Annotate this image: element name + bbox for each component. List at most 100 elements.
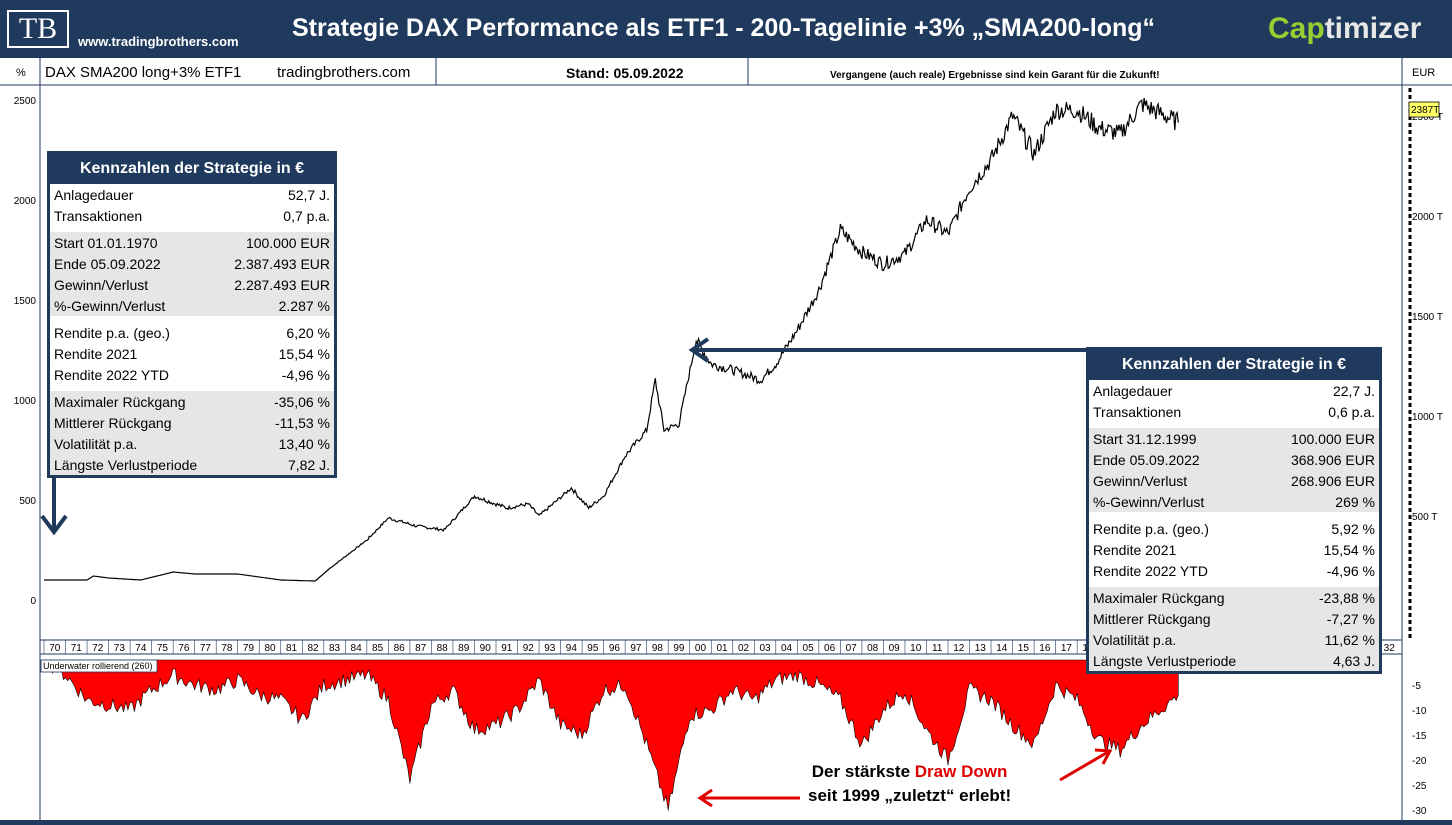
right-tick-label: 1000 T bbox=[1412, 412, 1443, 423]
right-tick-label: 1500 T bbox=[1412, 312, 1443, 323]
x-tick-label: 91 bbox=[501, 643, 513, 654]
x-tick-label: 17 bbox=[1061, 643, 1073, 654]
x-tick-label: 79 bbox=[243, 643, 255, 654]
x-tick-label: 76 bbox=[178, 643, 190, 654]
stat-key: Maximaler Rückgang bbox=[50, 391, 219, 412]
stat-row: Ende 05.09.2022 368.906 EUR bbox=[1089, 449, 1379, 470]
red-arrow-up-head bbox=[1094, 748, 1113, 765]
source-label: tradingbrothers.com bbox=[277, 64, 410, 81]
stat-key: %-Gewinn/Verlust bbox=[1089, 491, 1270, 512]
stat-value: -7,27 % bbox=[1269, 608, 1379, 629]
instrument-label: DAX SMA200 long+3% ETF1 bbox=[45, 64, 241, 81]
left-tick-label: 500 bbox=[19, 496, 36, 507]
stat-row: Start 01.01.1970 100.000 EUR bbox=[50, 232, 334, 253]
dd-tick-label: -10 bbox=[1412, 706, 1427, 717]
last-value-text: 2387T bbox=[1411, 105, 1439, 116]
x-tick-label: 98 bbox=[652, 643, 664, 654]
stat-value: 15,54 % bbox=[278, 345, 330, 362]
drawdown-area bbox=[43, 659, 1179, 811]
x-tick-label: 16 bbox=[1039, 643, 1051, 654]
stat-key: Längste Verlustperiode bbox=[50, 454, 219, 475]
stat-value: 22,7 J. bbox=[1332, 382, 1375, 399]
x-tick-label: 14 bbox=[996, 643, 1008, 654]
stat-key: Rendite 2022 YTD bbox=[1093, 562, 1208, 579]
panel2-table: Anlagedauer 22,7 J. Transaktionen 0,6 p.a. S… bbox=[1089, 380, 1379, 671]
stat-row: Anlagedauer 52,7 J. bbox=[50, 184, 334, 205]
x-tick-label: 83 bbox=[329, 643, 341, 654]
x-tick-label: 02 bbox=[738, 643, 750, 654]
x-tick-label: 10 bbox=[910, 643, 922, 654]
panel-separator bbox=[1089, 422, 1379, 428]
stat-row: Ende 05.09.2022 2.387.493 EUR bbox=[50, 253, 334, 274]
stat-key: Mittlerer Rückgang bbox=[50, 412, 219, 433]
x-tick-label: 89 bbox=[458, 643, 470, 654]
stat-row: Längste Verlustperiode 4,63 J. bbox=[1089, 650, 1379, 671]
stat-row: Rendite p.a. (geo.) 5,92 % bbox=[1089, 518, 1379, 539]
red-arrow-up bbox=[1059, 750, 1109, 782]
left-tick-label: 2500 bbox=[14, 96, 37, 107]
x-tick-label: 11 bbox=[932, 643, 943, 654]
stat-key: Mittlerer Rückgang bbox=[1089, 608, 1270, 629]
stat-row: Transaktionen 0,7 p.a. bbox=[50, 205, 334, 226]
stat-key: Ende 05.09.2022 bbox=[1089, 449, 1270, 470]
stat-row: Rendite 2021 15,54 % bbox=[1089, 539, 1379, 560]
stat-value: 2.287.493 EUR bbox=[218, 274, 334, 295]
panel-separator bbox=[50, 385, 334, 391]
panel1-title: Kennzahlen der Strategie in € bbox=[79, 160, 305, 177]
stat-value: 269 % bbox=[1269, 491, 1379, 512]
stat-value: 13,40 % bbox=[218, 433, 334, 454]
arrow-left-head bbox=[688, 337, 710, 363]
stat-row: Rendite 2022 YTD -4,96 % bbox=[50, 364, 334, 385]
stat-row: Volatilität p.a. 13,40 % bbox=[50, 433, 334, 454]
stat-row: %-Gewinn/Verlust 2.287 % bbox=[50, 295, 334, 316]
x-tick-label: 95 bbox=[587, 643, 599, 654]
stat-value: 15,54 % bbox=[1323, 541, 1375, 558]
callout-line1: Der stärkste Draw Down bbox=[808, 762, 1011, 782]
stat-key: Rendite p.a. (geo.) bbox=[54, 324, 170, 341]
stat-row: Mittlerer Rückgang -11,53 % bbox=[50, 412, 334, 433]
x-tick-label: 97 bbox=[630, 643, 642, 654]
stat-value: -35,06 % bbox=[218, 391, 334, 412]
stat-row: Maximaler Rückgang -35,06 % bbox=[50, 391, 334, 412]
dd-tick-label: -5 bbox=[1412, 681, 1421, 692]
x-tick-label: 09 bbox=[889, 643, 901, 654]
stat-value: 2.387.493 EUR bbox=[218, 253, 334, 274]
right-tick-label: 500 T bbox=[1412, 512, 1437, 523]
x-tick-label: 86 bbox=[394, 643, 406, 654]
pct-label: % bbox=[16, 67, 26, 79]
stat-key: Volatilität p.a. bbox=[50, 433, 219, 454]
stat-key: Ende 05.09.2022 bbox=[50, 253, 219, 274]
x-tick-label: 90 bbox=[480, 643, 492, 654]
x-tick-label: 01 bbox=[716, 643, 728, 654]
underwater-label: Underwater rollierend (260) bbox=[43, 661, 153, 671]
stat-key: Start 01.01.1970 bbox=[50, 232, 219, 253]
brand-b: timizer bbox=[1324, 12, 1422, 45]
page-title: Strategie DAX Performance als ETF1 - 200… bbox=[292, 14, 1156, 42]
x-tick-label: 94 bbox=[566, 643, 578, 654]
stat-row: %-Gewinn/Verlust 269 % bbox=[1089, 491, 1379, 512]
brand-a: Cap bbox=[1268, 12, 1325, 45]
x-tick-label: 06 bbox=[824, 643, 836, 654]
stat-key: Maximaler Rückgang bbox=[1089, 587, 1270, 608]
x-tick-label: 81 bbox=[286, 643, 298, 654]
red-arrow-left-head bbox=[697, 788, 713, 808]
stat-value: 0,6 p.a. bbox=[1328, 403, 1375, 420]
stat-row: Gewinn/Verlust 2.287.493 EUR bbox=[50, 274, 334, 295]
disclaimer: Vergangene (auch reale) Ergebnisse sind … bbox=[830, 70, 1160, 81]
stat-value: -11,53 % bbox=[218, 412, 334, 433]
x-tick-label: 13 bbox=[975, 643, 987, 654]
x-tick-label: 72 bbox=[92, 643, 104, 654]
stat-row: Gewinn/Verlust 268.906 EUR bbox=[1089, 470, 1379, 491]
stat-key: Volatilität p.a. bbox=[1089, 629, 1270, 650]
stand-label: Stand: 05.09.2022 bbox=[566, 65, 684, 81]
x-tick-label: 99 bbox=[673, 643, 685, 654]
x-tick-label: 03 bbox=[759, 643, 771, 654]
x-tick-label: 15 bbox=[1018, 643, 1030, 654]
left-tick-label: 1000 bbox=[14, 396, 37, 407]
stat-row: Anlagedauer 22,7 J. bbox=[1089, 380, 1379, 401]
dd-tick-label: -25 bbox=[1412, 781, 1427, 792]
stat-row: Rendite p.a. (geo.) 6,20 % bbox=[50, 322, 334, 343]
stat-key: Rendite 2022 YTD bbox=[54, 366, 169, 383]
header: TB www.tradingbrothers.com Strategie DAX… bbox=[0, 0, 1452, 58]
